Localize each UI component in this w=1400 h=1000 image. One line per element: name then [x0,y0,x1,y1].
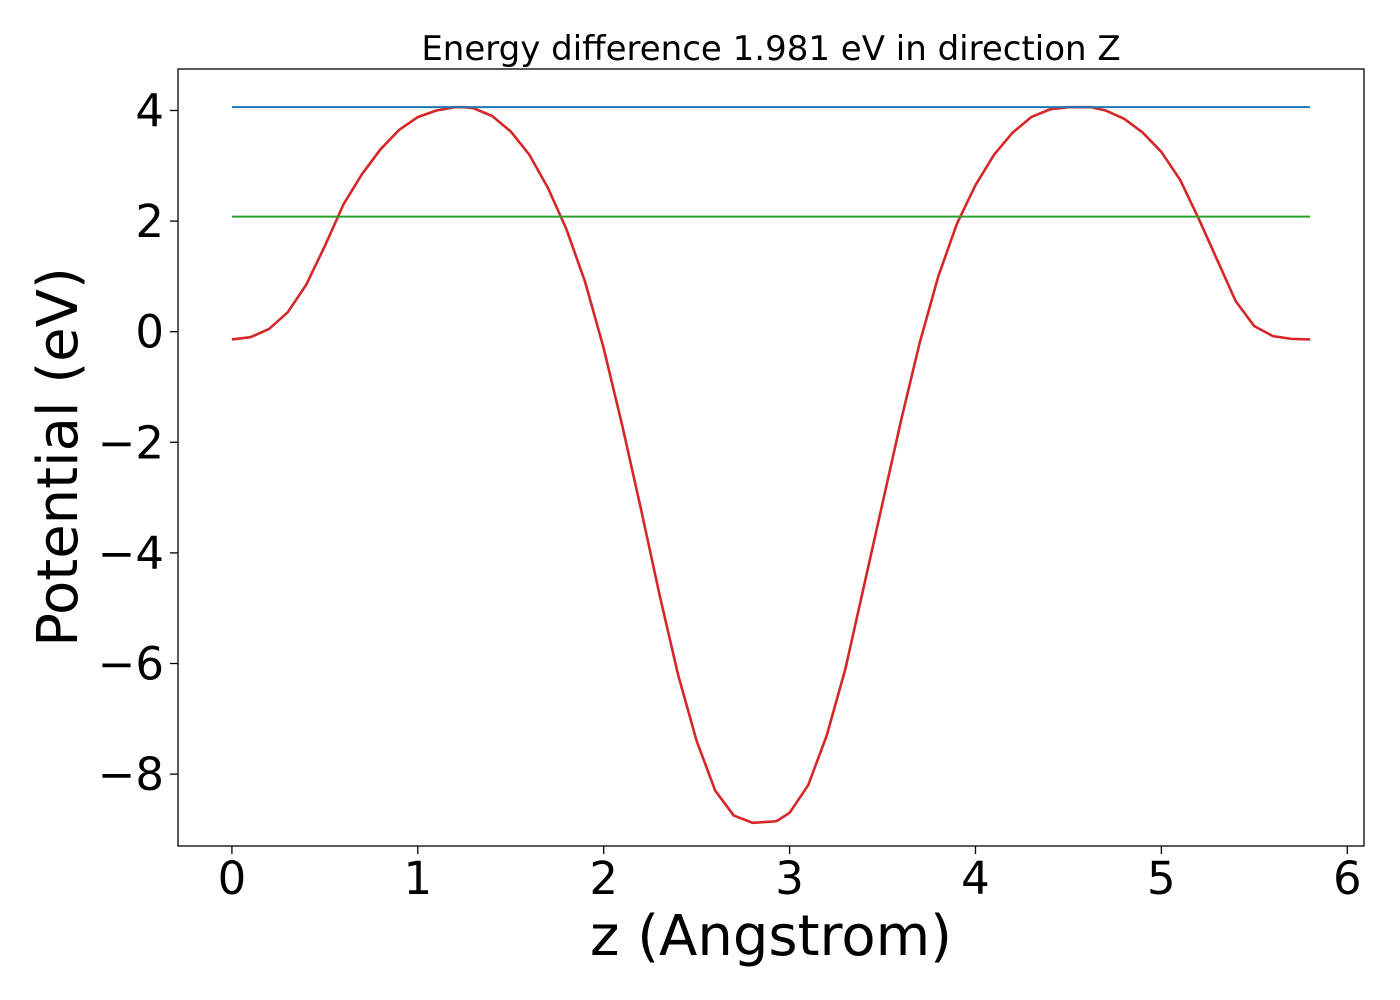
y-tick-label: −6 [98,638,164,691]
y-tick-label: 2 [135,195,164,248]
y-tick-label: 4 [135,84,164,137]
y-tick-label: −8 [98,748,164,801]
y-axis-label: Potential (eV) [26,267,91,647]
series-layer [231,105,1311,825]
x-tick-label: 6 [1333,852,1362,905]
x-tick-label: 4 [961,852,990,905]
x-tick-label: 1 [403,852,432,905]
x-tick-label: 0 [218,852,247,905]
y-tick-label: −2 [98,416,164,469]
plot-area-frame [177,68,1365,847]
x-axis-ticks: 0 1 2 3 4 5 6 [218,846,1362,905]
x-tick-label: 2 [589,852,618,905]
x-tick-label: 5 [1147,852,1176,905]
y-axis-ticks: 4 2 0 −2 −4 −6 −8 [98,84,178,801]
x-axis-label: z (Angstrom) [590,904,952,969]
y-tick-label: −4 [98,527,164,580]
y-tick-label: 0 [135,306,164,359]
x-tick-label: 3 [775,852,804,905]
series-line-0 [231,105,1311,825]
chart-title: Energy difference 1.981 eV in direction … [421,29,1120,69]
